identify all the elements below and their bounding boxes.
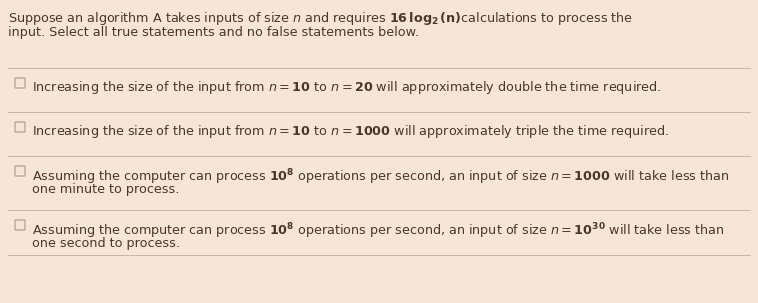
FancyBboxPatch shape (15, 166, 25, 176)
Text: Assuming the computer can process $\mathbf{10^8}$ operations per second, an inpu: Assuming the computer can process $\math… (32, 221, 725, 241)
Text: one second to process.: one second to process. (32, 237, 180, 250)
Text: Suppose an algorithm A takes inputs of size $n$ and requires $\mathbf{16\,log_2\: Suppose an algorithm A takes inputs of s… (8, 10, 633, 27)
FancyBboxPatch shape (15, 220, 25, 230)
FancyBboxPatch shape (15, 122, 25, 132)
Text: Assuming the computer can process $\mathbf{10^8}$ operations per second, an inpu: Assuming the computer can process $\math… (32, 167, 729, 187)
Text: Increasing the size of the input from $n=\mathbf{10}$ to $n=\mathbf{1000}$ will : Increasing the size of the input from $n… (32, 123, 669, 140)
Text: one minute to process.: one minute to process. (32, 183, 180, 196)
FancyBboxPatch shape (15, 78, 25, 88)
Text: input. Select all true statements and no false statements below.: input. Select all true statements and no… (8, 26, 419, 39)
Text: Increasing the size of the input from $n=\mathbf{10}$ to $n=\mathbf{20}$ will ap: Increasing the size of the input from $n… (32, 79, 662, 96)
